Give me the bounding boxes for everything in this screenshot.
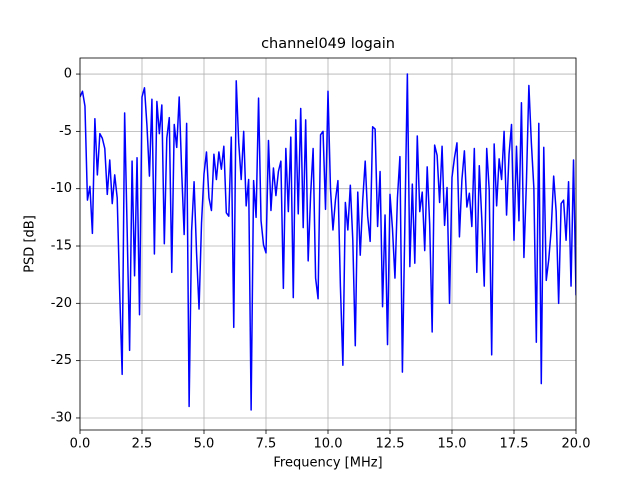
y-tick-label: -20 bbox=[51, 296, 72, 311]
chart-title: channel049 logain bbox=[261, 36, 395, 52]
x-tick-label: 0.0 bbox=[70, 437, 91, 452]
x-tick-label: 7.5 bbox=[256, 437, 277, 452]
y-tick-label: -10 bbox=[51, 181, 72, 196]
x-tick-label: 2.5 bbox=[132, 437, 153, 452]
y-tick-label: 0 bbox=[64, 67, 72, 82]
y-tick-label: -30 bbox=[51, 410, 72, 425]
x-tick-label: 17.5 bbox=[500, 437, 529, 452]
x-tick-label: 12.5 bbox=[376, 437, 405, 452]
x-axis-label: Frequency [MHz] bbox=[273, 456, 382, 471]
y-tick-label: -5 bbox=[59, 124, 72, 139]
x-tick-label: 5.0 bbox=[194, 437, 215, 452]
psd-line bbox=[80, 73, 576, 411]
x-tick-label: 10.0 bbox=[314, 437, 343, 452]
y-tick-label: -15 bbox=[51, 239, 72, 254]
plot-frame bbox=[79, 57, 577, 431]
y-tick-label: -25 bbox=[51, 353, 72, 368]
y-axis-label: PSD [dB] bbox=[23, 215, 38, 273]
x-tick-label: 20.0 bbox=[562, 437, 591, 452]
x-tick-label: 15.0 bbox=[438, 437, 467, 452]
